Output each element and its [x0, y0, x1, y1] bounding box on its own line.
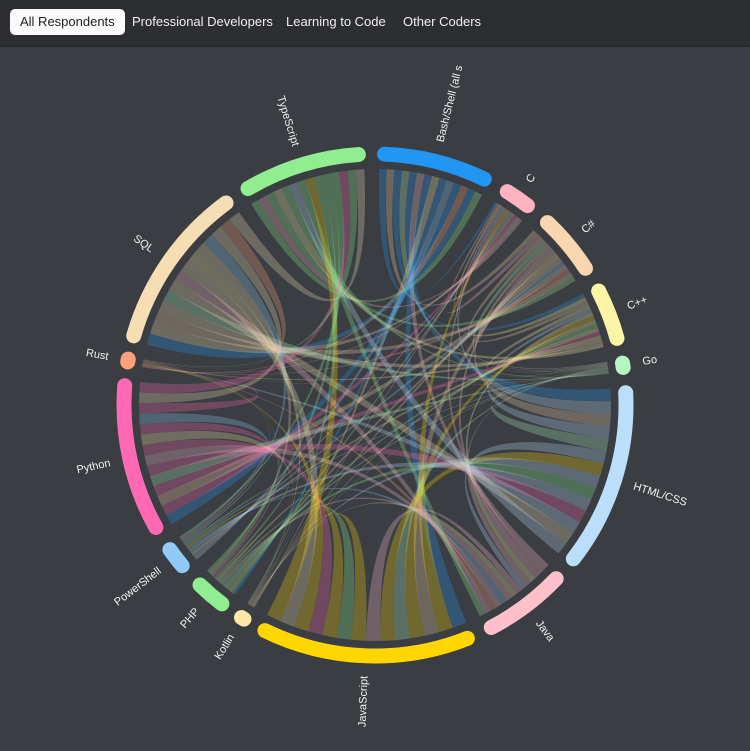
ribbon	[195, 242, 292, 575]
ribbon	[147, 443, 586, 523]
ribbon	[186, 493, 344, 638]
ribbon	[138, 360, 259, 414]
chord-chart: Bash/Shell (all s C C# C++ Go HTML/CSS Java Jav…	[76, 64, 689, 728]
group-label: Go	[642, 354, 658, 368]
tab-bar: All Respondents Professional Developers …	[0, 0, 750, 47]
ribbon	[405, 174, 467, 628]
tab[interactable]: Other Coders	[403, 14, 482, 29]
group-label: Kotlin	[213, 632, 238, 662]
group-label: SQL	[131, 233, 156, 255]
ribbon	[157, 265, 568, 506]
group-arc	[116, 378, 164, 535]
ribbon	[142, 439, 333, 635]
ribbon	[143, 219, 286, 369]
ribbon	[458, 246, 554, 578]
ribbon	[413, 250, 557, 636]
group-label: PHP	[178, 606, 202, 631]
group-label: HTML/CSS	[632, 481, 689, 509]
group-arc	[591, 283, 625, 346]
group-label: Python	[76, 457, 112, 476]
ribbon	[220, 497, 512, 601]
tab[interactable]: All Respondents	[10, 9, 125, 35]
ribbon	[181, 260, 319, 627]
ribbon	[250, 513, 367, 641]
ribbon	[253, 176, 440, 608]
ribbon	[192, 261, 565, 557]
group-label: C++	[625, 294, 649, 313]
ribbon	[150, 217, 521, 354]
ribbon	[408, 172, 549, 570]
group-arc	[539, 215, 594, 276]
ribbon	[251, 191, 483, 303]
ribbon	[250, 502, 517, 606]
ribbon	[297, 179, 486, 617]
ribbon	[230, 212, 513, 594]
ribbon	[468, 236, 589, 343]
ribbon	[207, 173, 340, 573]
tab[interactable]: Professional Developers	[132, 14, 273, 29]
group-arc	[377, 146, 492, 187]
group-arc	[192, 577, 230, 612]
group-label: PowerShell	[112, 565, 163, 608]
group-arc	[240, 147, 366, 197]
ribbon	[139, 226, 282, 404]
ribbon	[153, 331, 601, 496]
ribbon	[487, 308, 610, 439]
ribbons	[138, 169, 612, 641]
group-arc	[499, 184, 535, 214]
ribbon	[266, 191, 576, 327]
group-label: C#	[579, 217, 598, 236]
group-label: TypeScript	[274, 95, 301, 148]
group-arc	[483, 571, 564, 635]
group-label: Bash/Shell (all s	[435, 64, 466, 144]
ribbon	[490, 365, 609, 452]
ribbon	[179, 171, 345, 539]
group-label: C	[524, 172, 538, 185]
ribbon	[142, 216, 519, 374]
ribbon	[163, 290, 609, 381]
ribbon	[247, 175, 338, 604]
ribbon	[168, 280, 574, 544]
ribbon	[180, 234, 287, 541]
group-arc	[162, 542, 190, 574]
ribbon	[142, 362, 324, 632]
group-arc	[233, 610, 252, 627]
group-label: JavaScript	[357, 676, 371, 728]
group-arc	[565, 385, 634, 567]
group-label: Java	[533, 618, 557, 644]
group-arc	[614, 355, 631, 375]
ribbon	[464, 442, 607, 590]
tab[interactable]: Learning to Code	[286, 14, 386, 29]
ribbon	[187, 487, 507, 605]
ribbon	[258, 195, 523, 308]
group-label: Rust	[85, 347, 109, 363]
group-arc	[120, 351, 136, 370]
ribbon	[267, 177, 338, 622]
ribbon	[218, 505, 355, 640]
group-arc	[126, 195, 234, 344]
group-arc	[257, 623, 475, 664]
ribbon	[251, 457, 601, 607]
